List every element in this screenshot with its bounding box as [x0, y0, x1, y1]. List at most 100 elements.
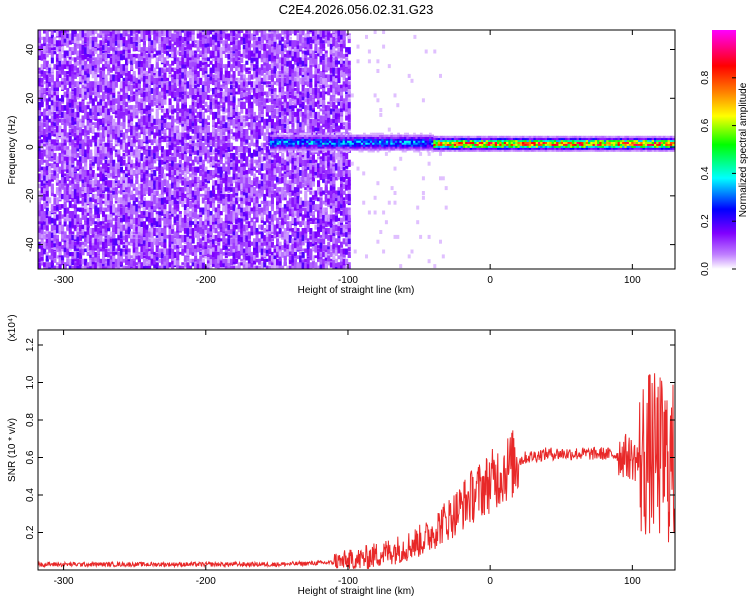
noise-cell — [204, 74, 208, 82]
noise-cell — [191, 211, 195, 217]
noise-cell — [145, 228, 149, 234]
noise-cell — [235, 125, 239, 129]
noise-cell — [96, 67, 100, 73]
noise-cell — [40, 166, 44, 171]
noise-cell — [132, 251, 136, 259]
noise-cell — [140, 245, 144, 253]
noise-cell — [104, 207, 108, 212]
noise-cell — [43, 149, 47, 157]
noise-cell — [114, 248, 118, 252]
noise-cell — [50, 217, 54, 224]
noise-cell — [81, 115, 85, 121]
noise-cell — [214, 74, 218, 81]
noise-cell — [53, 228, 57, 235]
noise-cell — [73, 71, 77, 75]
noise-cell — [66, 94, 70, 103]
noise-cell — [68, 251, 72, 257]
noise-cell — [58, 211, 62, 219]
noise-cell — [224, 64, 228, 71]
noise-cell — [148, 241, 152, 248]
noise-cell — [76, 43, 80, 49]
noise-cell — [194, 64, 198, 71]
noise-cell — [217, 217, 221, 224]
noise-cell — [201, 193, 205, 197]
noise-cell — [237, 152, 241, 158]
noise-cell — [253, 91, 257, 97]
noise-cell — [263, 146, 267, 151]
noise-cell — [66, 64, 70, 70]
noise-cell — [219, 228, 223, 232]
noise-cell — [224, 238, 228, 244]
noise-cell — [173, 57, 177, 62]
noise-cell — [224, 211, 228, 214]
noise-cell — [173, 67, 177, 71]
noise-cell — [102, 53, 106, 59]
noise-cell — [135, 77, 139, 84]
noise-cell — [191, 197, 195, 203]
noise-cell — [158, 173, 162, 177]
noise-cell — [258, 132, 262, 139]
noise-cell — [153, 159, 157, 164]
noise-cell — [68, 40, 72, 45]
noise-cell — [122, 139, 126, 143]
noise-cell — [86, 91, 90, 98]
noise-cell — [181, 77, 185, 81]
noise-cell — [235, 265, 239, 269]
noise-cell — [186, 183, 190, 187]
noise-cell — [135, 47, 139, 52]
noise-cell — [137, 30, 141, 33]
noise-cell — [158, 30, 162, 38]
noise-cell — [178, 98, 182, 102]
noise-cell — [176, 36, 180, 45]
noise-cell — [73, 40, 77, 48]
noise-cell — [71, 176, 75, 184]
noise-cell — [53, 129, 57, 135]
noise-cell — [163, 159, 167, 165]
noise-cell — [237, 50, 241, 57]
noise-cell — [55, 88, 59, 96]
noise-cell — [94, 84, 98, 92]
noise-cell — [130, 170, 134, 175]
noise-cell — [99, 40, 103, 47]
noise-cell — [50, 176, 54, 182]
noise-cell — [247, 36, 251, 41]
noise-cell — [153, 193, 157, 201]
noise-cell — [191, 228, 195, 235]
noise-cell — [99, 258, 103, 263]
noise-cell — [219, 60, 223, 68]
noise-cell — [122, 183, 126, 191]
noise-cell — [253, 187, 257, 194]
noise-cell — [81, 98, 85, 102]
noise-cell — [140, 71, 144, 78]
noise-cell — [253, 265, 257, 269]
noise-cell — [168, 125, 172, 133]
noise-cell — [63, 190, 67, 198]
noise-cell — [265, 40, 269, 44]
noise-cell — [173, 118, 177, 123]
noise-cell — [166, 180, 170, 188]
noise-cell — [209, 238, 213, 242]
noise-cell — [176, 60, 180, 65]
noise-cell — [107, 60, 111, 65]
noise-cell — [48, 245, 52, 251]
noise-cell — [38, 262, 42, 269]
noise-cell — [130, 176, 134, 184]
noise-cell — [132, 57, 136, 64]
noise-cell — [181, 94, 185, 100]
noise-cell — [232, 245, 236, 249]
noise-cell — [196, 57, 200, 64]
noise-cell — [81, 231, 85, 236]
noise-cell — [102, 231, 106, 237]
noise-cell — [127, 108, 131, 114]
noise-cell — [217, 163, 221, 167]
noise-cell — [79, 67, 83, 75]
noise-cell — [99, 125, 103, 131]
noise-cell — [209, 74, 213, 81]
noise-cell — [189, 187, 193, 194]
noise-cell — [263, 67, 267, 74]
noise-cell — [48, 262, 52, 268]
noise-cell — [148, 231, 152, 237]
noise-cell — [102, 200, 106, 204]
noise-cell — [45, 98, 49, 106]
noise-cell — [217, 187, 221, 193]
